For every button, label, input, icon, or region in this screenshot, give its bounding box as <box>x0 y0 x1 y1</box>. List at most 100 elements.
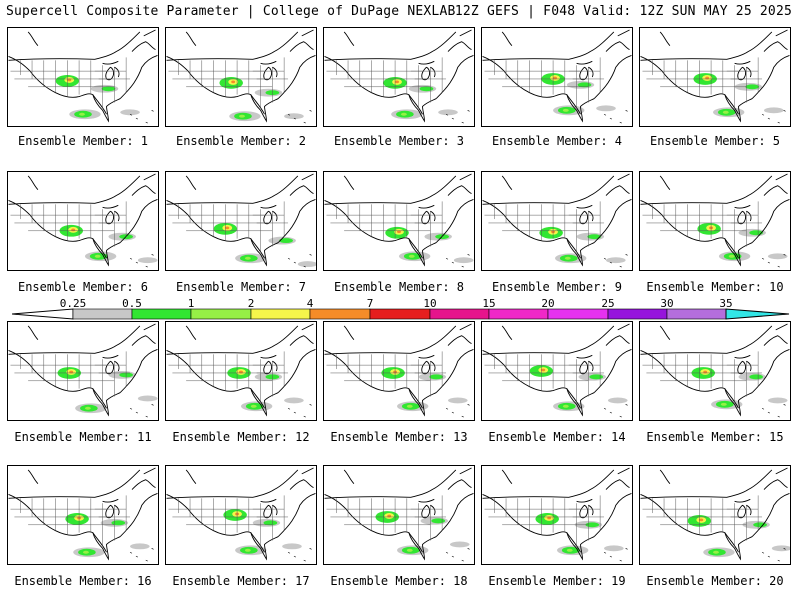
us-basemap <box>640 173 790 268</box>
colorbar-segment <box>429 308 490 320</box>
us-basemap <box>482 467 632 562</box>
colorbar-low-arrow <box>12 308 74 320</box>
us-basemap <box>482 29 632 124</box>
colorbar-segment <box>666 308 727 320</box>
scp-fill <box>529 365 628 412</box>
scp-fill <box>383 77 458 120</box>
ensemble-member-label: Ensemble Member: 1 <box>17 134 149 148</box>
scp-fill <box>693 73 784 118</box>
ensemble-member-label: Ensemble Member: 17 <box>172 574 310 588</box>
ensemble-member-label: Ensemble Member: 4 <box>491 134 623 148</box>
scp-fill <box>687 515 790 558</box>
scp-fill <box>541 73 616 116</box>
ensemble-member-label: Ensemble Member: 7 <box>175 280 307 294</box>
colorbar-segment <box>488 308 549 320</box>
ensemble-map-panel <box>481 465 633 565</box>
colorbar-tick-label: 4 <box>306 297 314 310</box>
colorbar-tick-label: 25 <box>601 297 615 310</box>
us-basemap <box>166 467 316 562</box>
ensemble-map-panel <box>7 321 159 421</box>
ensemble-member-label: Ensemble Member: 11 <box>14 430 152 444</box>
ensemble-member-label: Ensemble Member: 14 <box>488 430 626 444</box>
scp-fill <box>535 513 624 556</box>
us-basemap <box>640 323 790 418</box>
ensemble-member-label: Ensemble Member: 18 <box>330 574 468 588</box>
colorbar-tick-label: 1 <box>187 297 195 310</box>
map-title: Supercell Composite Parameter | College … <box>6 4 456 19</box>
ensemble-map-panel <box>323 27 475 127</box>
scp-fill <box>65 513 150 558</box>
ensemble-member-label: Ensemble Member: 8 <box>333 280 465 294</box>
colorbar-tick-label: 30 <box>660 297 674 310</box>
colorbar-tick-label: 0.25 <box>59 297 87 310</box>
colorbar-segment <box>131 308 192 320</box>
scp-fill <box>385 226 474 264</box>
ensemble-member-label: Ensemble Member: 2 <box>175 134 307 148</box>
colorbar-segment <box>190 308 252 320</box>
ensemble-member-label: Ensemble Member: 3 <box>333 134 465 148</box>
model-valid-time: 12Z GEFS | F048 Valid: 12Z SUN MAY 25 20… <box>454 4 792 19</box>
ensemble-member-label: Ensemble Member: 20 <box>646 574 784 588</box>
colorbar-tick-label: 2 <box>247 297 255 310</box>
ensemble-map-panel <box>7 27 159 127</box>
colorbar-segment <box>547 308 609 320</box>
colorbar-tick-label: 20 <box>541 297 555 310</box>
us-basemap <box>166 29 316 124</box>
us-basemap <box>324 173 474 268</box>
colorbar-high-arrow <box>725 308 790 320</box>
ensemble-member-label: Ensemble Member: 19 <box>488 574 626 588</box>
colorbar-segment <box>369 308 431 320</box>
ensemble-map-panel <box>639 27 791 127</box>
ensemble-member-label: Ensemble Member: 9 <box>491 280 623 294</box>
ensemble-map-panel <box>165 27 317 127</box>
ensemble-map-panel <box>481 321 633 421</box>
ensemble-map-panel <box>481 27 633 127</box>
ensemble-map-panel <box>165 321 317 421</box>
colorbar-tick-label: 15 <box>482 297 496 310</box>
ensemble-map-panel <box>639 171 791 271</box>
colorbar-segment <box>72 308 133 320</box>
ensemble-map-panel <box>7 171 159 271</box>
ensemble-map-panel <box>165 171 317 271</box>
scp-fill <box>381 367 468 412</box>
scp-fill <box>223 509 302 556</box>
colorbar-segment <box>309 308 371 320</box>
ensemble-map-panel <box>323 465 475 565</box>
us-basemap <box>166 323 316 418</box>
us-basemap <box>324 467 474 562</box>
ensemble-map-panel <box>481 171 633 271</box>
ensemble-member-label: Ensemble Member: 6 <box>17 280 149 294</box>
ensemble-map-panel <box>639 465 791 565</box>
us-basemap <box>324 29 474 124</box>
us-basemap <box>8 323 158 418</box>
scp-fill <box>697 222 788 262</box>
ensemble-member-label: Ensemble Member: 13 <box>330 430 468 444</box>
scp-fill <box>539 226 626 264</box>
colorbar-tick-label: 10 <box>423 297 437 310</box>
scp-fill <box>375 511 470 556</box>
ensemble-member-label: Ensemble Member: 15 <box>646 430 784 444</box>
us-basemap <box>8 29 158 124</box>
ensemble-map-panel <box>323 171 475 271</box>
ensemble-member-label: Ensemble Member: 5 <box>649 134 781 148</box>
us-basemap <box>640 29 790 124</box>
us-basemap <box>482 323 632 418</box>
us-basemap <box>640 467 790 562</box>
us-basemap <box>324 323 474 418</box>
ensemble-map-panel <box>7 465 159 565</box>
ensemble-map-panel <box>323 321 475 421</box>
colorbar-tick-label: 7 <box>366 297 374 310</box>
us-basemap <box>482 173 632 268</box>
us-basemap <box>8 173 158 268</box>
ensemble-map-panel <box>165 465 317 565</box>
colorbar-segment <box>607 308 668 320</box>
colorbar <box>12 308 790 320</box>
scp-fill <box>213 222 316 268</box>
ensemble-map-panel <box>639 321 791 421</box>
colorbar-tick-label: 35 <box>719 297 733 310</box>
us-basemap <box>8 467 158 562</box>
colorbar-segment <box>250 308 311 320</box>
colorbar-tick-label: 0.5 <box>122 297 142 310</box>
ensemble-member-label: Ensemble Member: 10 <box>646 280 784 294</box>
us-basemap <box>166 173 316 268</box>
